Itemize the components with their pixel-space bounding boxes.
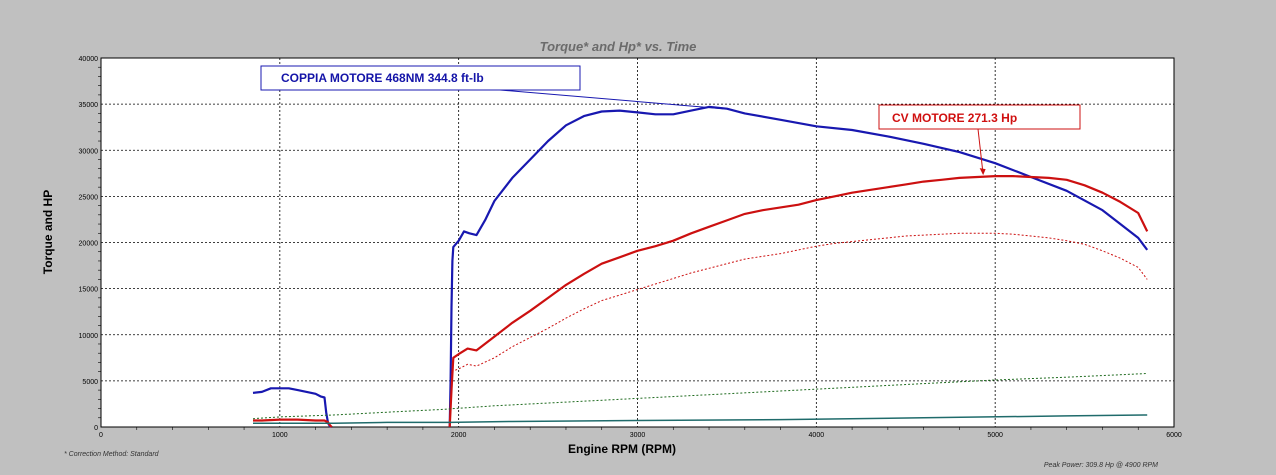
y-tick-label: 30000 bbox=[79, 148, 99, 155]
series-line bbox=[448, 105, 1149, 428]
x-tick-label: 5000 bbox=[987, 432, 1003, 439]
peak-power-note: Peak Power: 309.8 Hp @ 4900 RPM bbox=[1044, 462, 1158, 469]
x-tick-label: 4000 bbox=[809, 432, 825, 439]
y-axis-label: Torque and HP bbox=[41, 190, 55, 274]
y-tick-label: 0 bbox=[94, 425, 98, 432]
y-tick-label: 20000 bbox=[79, 241, 99, 248]
series-group bbox=[252, 105, 1149, 428]
annotations: COPPIA MOTORE 468NM 344.8 ft-lb CV MOTOR… bbox=[260, 65, 1081, 176]
y-tick-label: 40000 bbox=[79, 56, 99, 63]
correction-method-note: * Correction Method: Standard bbox=[64, 451, 160, 458]
power-annotation-arrowhead bbox=[979, 168, 986, 176]
power-annotation-box bbox=[878, 104, 1081, 130]
series-line bbox=[253, 414, 1148, 425]
y-tick-label: 35000 bbox=[79, 102, 99, 109]
x-tick-label: 1000 bbox=[272, 432, 288, 439]
chart-title: Torque* and Hp* vs. Time bbox=[540, 39, 697, 54]
power-annotation-text: CV MOTORE 271.3 Hp bbox=[892, 111, 1017, 125]
series-line bbox=[253, 418, 333, 428]
y-tick-label: 5000 bbox=[82, 379, 98, 386]
x-tick-label: 3000 bbox=[630, 432, 646, 439]
series-line bbox=[252, 373, 1148, 420]
torque-annotation-text: COPPIA MOTORE 468NM 344.8 ft-lb bbox=[281, 71, 484, 85]
x-tick-label: 6000 bbox=[1166, 432, 1182, 439]
y-tick-label: 15000 bbox=[79, 287, 99, 294]
grid-lines bbox=[98, 58, 1174, 430]
series-line bbox=[451, 232, 1148, 373]
x-tick-label: 0 bbox=[99, 432, 103, 439]
x-axis-label: Engine RPM (RPM) bbox=[568, 442, 676, 456]
x-tick-labels: 0 1000 2000 3000 4000 5000 6000 bbox=[99, 432, 1182, 439]
power-annotation-pointer bbox=[977, 128, 984, 171]
series-line bbox=[448, 175, 1149, 428]
y-tick-labels: 0 5000 10000 15000 20000 25000 30000 35000 40000 bbox=[79, 56, 99, 432]
x-tick-label: 2000 bbox=[451, 432, 467, 439]
torque-annotation-pointer bbox=[499, 89, 724, 110]
torque-annotation-box bbox=[260, 65, 581, 91]
y-tick-label: 10000 bbox=[79, 333, 99, 340]
y-tick-label: 25000 bbox=[79, 194, 99, 201]
